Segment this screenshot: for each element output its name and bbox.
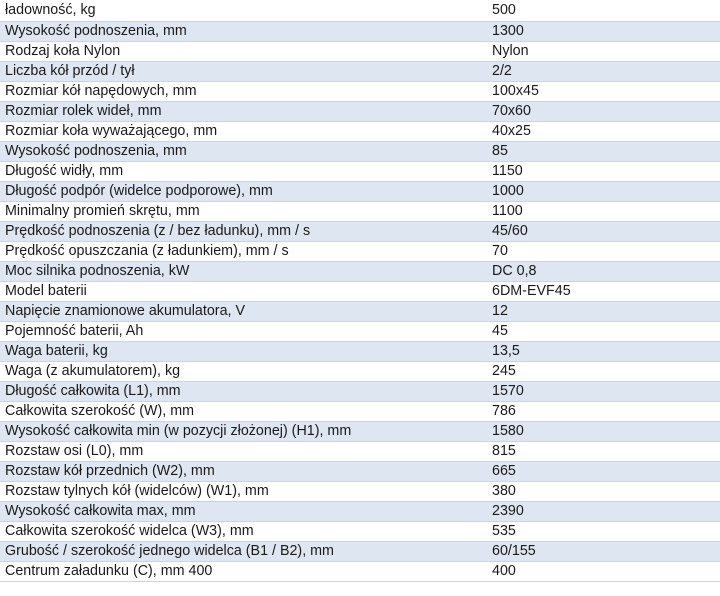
value-cell: 70x60 (488, 101, 720, 122)
table-row: Model baterii 6DM-EVF45 (0, 281, 720, 302)
table-row: Wysokość podnoszenia, mm 1300 (0, 21, 720, 42)
parameter-cell: Liczba kół przód / tył (0, 61, 488, 82)
specification-table: ładowność, kg 500 Wysokość podnoszenia, mm… (0, 1, 720, 582)
value-cell: 2390 (488, 501, 720, 522)
table-row: Rozstaw tylnych kół (widelców) (W1), mm 3… (0, 481, 720, 502)
value-cell: 45/60 (488, 221, 720, 242)
value-cell: 1000 (488, 181, 720, 202)
table-row: Moc silnika podnoszenia, kW DC 0,8 (0, 261, 720, 282)
parameter-cell: Wysokość całkowita max, mm (0, 501, 488, 522)
value-cell: 665 (488, 461, 720, 482)
table-row: Waga (z akumulatorem), kg 245 (0, 361, 720, 382)
value-cell: DC 0,8 (488, 261, 720, 282)
table-row: Całkowita szerokość (W), mm 786 (0, 401, 720, 422)
value-cell: 500 (488, 1, 720, 22)
table-row: Wysokość całkowita max, mm 2390 (0, 501, 720, 522)
parameter-cell: Rozmiar kół napędowych, mm (0, 81, 488, 102)
table-row: Rozstaw kół przednich (W2), mm 665 (0, 461, 720, 482)
table-row: Grubość / szerokość jednego widelca (B1 … (0, 541, 720, 562)
value-cell: 380 (488, 481, 720, 502)
parameter-cell: Całkowita szerokość (W), mm (0, 401, 488, 422)
value-cell: 786 (488, 401, 720, 422)
value-cell: 45 (488, 321, 720, 342)
parameter-cell: Rozmiar koła wyważającego, mm (0, 121, 488, 142)
parameter-cell: Rozstaw osi (L0), mm (0, 441, 488, 462)
table-row: Długość całkowita (L1), mm 1570 (0, 381, 720, 402)
value-cell: 400 (488, 561, 720, 582)
table-row: Długość widły, mm 1150 (0, 161, 720, 182)
parameter-cell: Waga baterii, kg (0, 341, 488, 362)
table-row: Rozmiar rolek wideł, mm 70x60 (0, 101, 720, 122)
value-cell: 13,5 (488, 341, 720, 362)
parameter-cell: Centrum załadunku (C), mm 400 (0, 561, 488, 582)
value-cell: 12 (488, 301, 720, 322)
parameter-cell: Prędkość podnoszenia (z / bez ładunku), … (0, 221, 488, 242)
value-cell: 815 (488, 441, 720, 462)
parameter-cell: Rodzaj koła Nylon (0, 41, 488, 62)
table-row: Rozmiar kół napędowych, mm 100x45 (0, 81, 720, 102)
table-row: Napięcie znamionowe akumulatora, V 12 (0, 301, 720, 322)
table-row: Długość podpór (widelce podporowe), mm 10… (0, 181, 720, 202)
parameter-cell: Grubość / szerokość jednego widelca (B1 … (0, 541, 488, 562)
value-cell: 1300 (488, 21, 720, 42)
table-row: Rozstaw osi (L0), mm 815 (0, 441, 720, 462)
value-cell: Nylon (488, 41, 720, 62)
parameter-cell: Prędkość opuszczania (z ładunkiem), mm /… (0, 241, 488, 262)
table-row: Wysokość całkowita min (w pozycji złożon… (0, 421, 720, 442)
parameter-cell: Rozstaw tylnych kół (widelców) (W1), mm (0, 481, 488, 502)
parameter-cell: Długość podpór (widelce podporowe), mm (0, 181, 488, 202)
table-row: Prędkość opuszczania (z ładunkiem), mm /… (0, 241, 720, 262)
value-cell: 40x25 (488, 121, 720, 142)
parameter-cell: ładowność, kg (0, 1, 488, 22)
parameter-cell: Rozstaw kół przednich (W2), mm (0, 461, 488, 482)
parameter-cell: Wysokość podnoszenia, mm (0, 21, 488, 42)
table-row: Minimalny promień skrętu, mm 1100 (0, 201, 720, 222)
value-cell: 245 (488, 361, 720, 382)
table-row: Centrum załadunku (C), mm 400 400 (0, 561, 720, 582)
table-row: Rodzaj koła Nylon Nylon (0, 41, 720, 62)
value-cell: 100x45 (488, 81, 720, 102)
table-row: Prędkość podnoszenia (z / bez ładunku), … (0, 221, 720, 242)
table-row: Waga baterii, kg 13,5 (0, 341, 720, 362)
parameter-cell: Waga (z akumulatorem), kg (0, 361, 488, 382)
table-row: Liczba kół przód / tył 2/2 (0, 61, 720, 82)
value-cell: 1570 (488, 381, 720, 402)
parameter-cell: Długość widły, mm (0, 161, 488, 182)
parameter-cell: Rozmiar rolek wideł, mm (0, 101, 488, 122)
value-cell: 1150 (488, 161, 720, 182)
parameter-cell: Długość całkowita (L1), mm (0, 381, 488, 402)
parameter-cell: Moc silnika podnoszenia, kW (0, 261, 488, 282)
parameter-cell: Model baterii (0, 281, 488, 302)
parameter-cell: Wysokość podnoszenia, mm (0, 141, 488, 162)
parameter-cell: Napięcie znamionowe akumulatora, V (0, 301, 488, 322)
parameter-cell: Całkowita szerokość widelca (W3), mm (0, 521, 488, 542)
parameter-cell: Pojemność baterii, Ah (0, 321, 488, 342)
value-cell: 2/2 (488, 61, 720, 82)
parameter-cell: Minimalny promień skrętu, mm (0, 201, 488, 222)
parameter-cell: Wysokość całkowita min (w pozycji złożon… (0, 421, 488, 442)
table-row: Wysokość podnoszenia, mm 85 (0, 141, 720, 162)
value-cell: 1100 (488, 201, 720, 222)
table-row: ładowność, kg 500 (0, 1, 720, 22)
value-cell: 1580 (488, 421, 720, 442)
value-cell: 535 (488, 521, 720, 542)
table-row: Całkowita szerokość widelca (W3), mm 535 (0, 521, 720, 542)
table-row: Rozmiar koła wyważającego, mm 40x25 (0, 121, 720, 142)
table-row: Pojemność baterii, Ah 45 (0, 321, 720, 342)
value-cell: 85 (488, 141, 720, 162)
value-cell: 6DM-EVF45 (488, 281, 720, 302)
value-cell: 60/155 (488, 541, 720, 562)
specification-table-body: ładowność, kg 500 Wysokość podnoszenia, mm… (0, 1, 720, 582)
value-cell: 70 (488, 241, 720, 262)
